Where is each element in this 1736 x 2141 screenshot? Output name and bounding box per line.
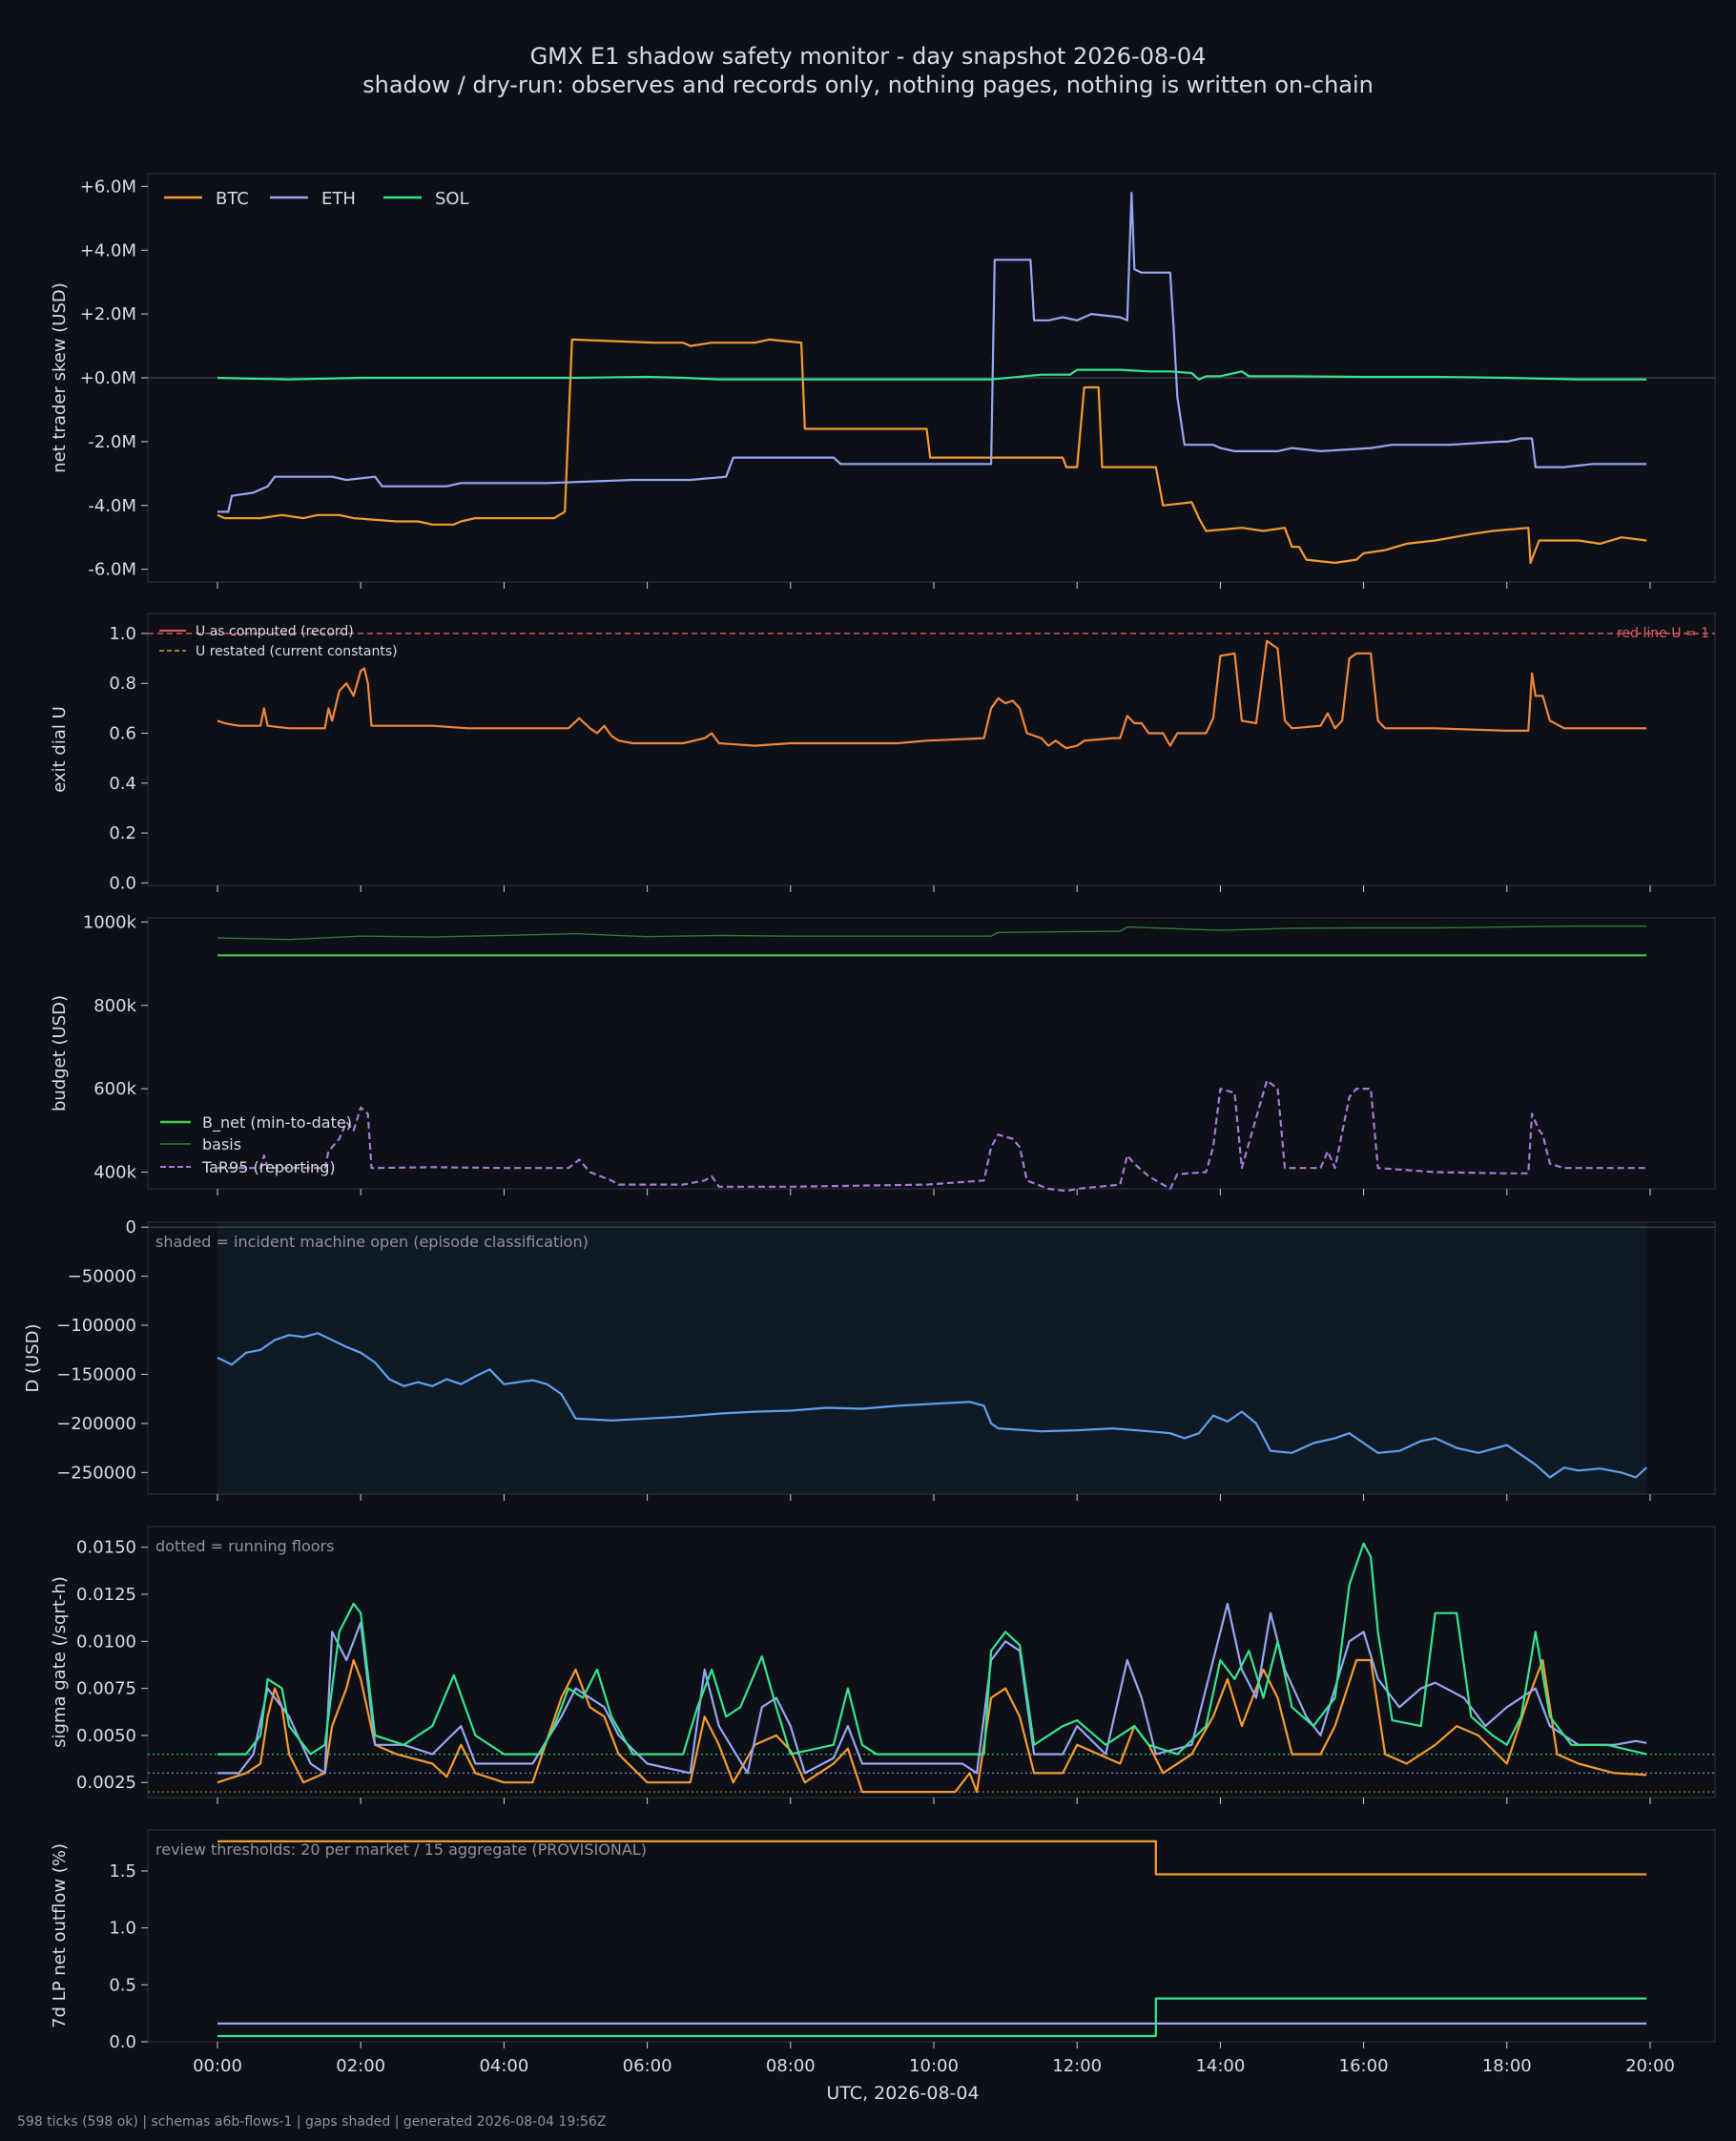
y-axis-label: sigma gate (/sqrt-h) (50, 1576, 70, 1748)
y-tick-label: 0.0100 (76, 1632, 136, 1652)
y-tick-label: +0.0M (80, 368, 136, 388)
panel-frame (147, 1221, 1716, 1495)
y-tick-label: 0.0050 (76, 1726, 136, 1746)
series-line-sol (217, 368, 1647, 381)
legend-label-basis: basis (202, 1135, 241, 1154)
y-tick-label: -4.0M (88, 496, 136, 516)
y-tick-label: -2.0M (88, 432, 136, 452)
y-tick-label: 0.2 (109, 823, 136, 843)
y-tick-label: 0.0125 (76, 1585, 136, 1605)
y-axis-label: D (USD) (23, 1323, 43, 1392)
x-tick-label: 08:00 (766, 2056, 816, 2076)
x-tick-label: 20:00 (1625, 2056, 1675, 2076)
y-axis-label: 7d LP net outflow (%) (50, 1843, 70, 2028)
legend-label-tar95: TaR95 (reporting) (201, 1158, 336, 1176)
panel-frame (147, 613, 1716, 886)
panel-6: 1.5 1.0 0.5 0.0 7d LP net outflow (%) review … (50, 1829, 1716, 2104)
panel-annotation: review thresholds: 20 per market / 15 ag… (155, 1840, 647, 1859)
panel-4: 0 −50000 −100000 −150000 −200000 −250000 D (US… (23, 1217, 1716, 1501)
panel-1: +6.0M +4.0M +2.0M +0.0M -2.0M -4.0M -6.0M net t… (50, 173, 1716, 589)
y-tick-label: 0 (126, 1217, 136, 1237)
x-tick-label: 10:00 (909, 2056, 959, 2076)
y-tick-label: +4.0M (80, 240, 136, 260)
y-tick-label: -6.0M (88, 560, 136, 580)
panel-annotation: shaded = incident machine open (episode … (155, 1233, 589, 1251)
legend-label-btc: BTC (216, 189, 249, 209)
y-axis-label: net trader skew (USD) (50, 282, 70, 473)
panel-frame (147, 1829, 1716, 2043)
y-tick-label: +6.0M (80, 177, 136, 197)
legend-label-eth: ETH (321, 189, 356, 209)
y-tick-label: +2.0M (80, 304, 136, 324)
series-line-d (217, 1332, 1647, 1479)
y-tick-label: 0.5 (109, 1975, 136, 1995)
panel-annotation: dotted = running floors (155, 1537, 334, 1555)
legend-label-b-net: B_net (min-to-date) (202, 1113, 352, 1133)
x-tick-label: 16:00 (1339, 2056, 1389, 2076)
y-tick-label: 1000k (83, 912, 137, 932)
panel-5: 0.0150 0.0125 0.0100 0.0075 0.0050 0.0025 sigm… (50, 1526, 1716, 1804)
panel-frame (147, 917, 1716, 1190)
series-line-sol (217, 1997, 1647, 2038)
y-tick-label: 0.0 (109, 873, 136, 893)
footer-text: 598 ticks (598 ok) | schemas a6b-flows-1… (17, 2114, 606, 2130)
red-line-label: red line U = 1 (1617, 626, 1709, 641)
y-tick-label: 0.4 (109, 774, 136, 794)
y-tick-label: 1.0 (109, 1919, 136, 1939)
series-line-u-as-computed-record (217, 639, 1647, 750)
x-tick-label: 18:00 (1482, 2056, 1532, 2076)
chart-subtitle: shadow / dry-run: observes and records o… (362, 72, 1374, 98)
chart-title: GMX E1 shadow safety monitor - day snaps… (530, 43, 1207, 70)
panels: +6.0M +4.0M +2.0M +0.0M -2.0M -4.0M -6.0M net t… (23, 173, 1716, 2104)
series-line-btc (217, 338, 1647, 564)
y-tick-label: 1.0 (109, 624, 136, 644)
panel-3: 1000k 800k 600k 400k budget (USD) B_net (min-… (50, 912, 1716, 1195)
series-line-btc (217, 1658, 1647, 1794)
incident-shade (217, 1222, 1647, 1494)
legend-label-u-restated: U restated (current constants) (196, 644, 398, 659)
x-tick-label: 02:00 (336, 2056, 385, 2076)
series-line-basis (217, 925, 1647, 941)
legend-label-u-computed: U as computed (record) (196, 624, 354, 639)
y-tick-label: −50000 (68, 1267, 136, 1287)
y-tick-label: 0.6 (109, 724, 136, 744)
y-tick-label: 800k (93, 996, 136, 1016)
y-tick-label: 0.8 (109, 674, 136, 694)
y-tick-label: −200000 (56, 1414, 136, 1434)
y-axis-label: exit dial U (50, 706, 70, 793)
y-tick-label: 1.5 (109, 1861, 136, 1881)
y-tick-label: 600k (93, 1079, 136, 1099)
y-tick-label: 0.0150 (76, 1538, 136, 1558)
y-tick-label: 0.0025 (76, 1773, 136, 1793)
y-axis-label: budget (USD) (50, 995, 70, 1112)
y-tick-label: 400k (93, 1163, 136, 1183)
y-tick-label: 0.0 (109, 2032, 136, 2052)
x-tick-label: 04:00 (479, 2056, 528, 2076)
y-tick-label: 0.0075 (76, 1679, 136, 1699)
series-line-sol (217, 1542, 1647, 1756)
x-tick-label: 12:00 (1052, 2056, 1102, 2076)
y-tick-label: −100000 (56, 1316, 136, 1336)
series-line-btc (217, 1840, 1647, 1876)
y-tick-label: −150000 (56, 1364, 136, 1384)
x-axis-label: UTC, 2026-08-04 (826, 2083, 979, 2104)
y-tick-label: −250000 (56, 1463, 136, 1483)
series-line-tar95-reporting (217, 1079, 1647, 1193)
x-tick-label: 06:00 (623, 2056, 672, 2076)
panel-2: 1.0 0.8 0.6 0.4 0.2 0.0 exit dial U red line U … (50, 613, 1716, 893)
x-tick-label: 14:00 (1195, 2056, 1245, 2076)
panel-frame (147, 1526, 1716, 1798)
x-tick-label: 00:00 (193, 2056, 242, 2076)
legend-label-sol: SOL (435, 189, 469, 209)
series-line-eth (217, 192, 1647, 513)
